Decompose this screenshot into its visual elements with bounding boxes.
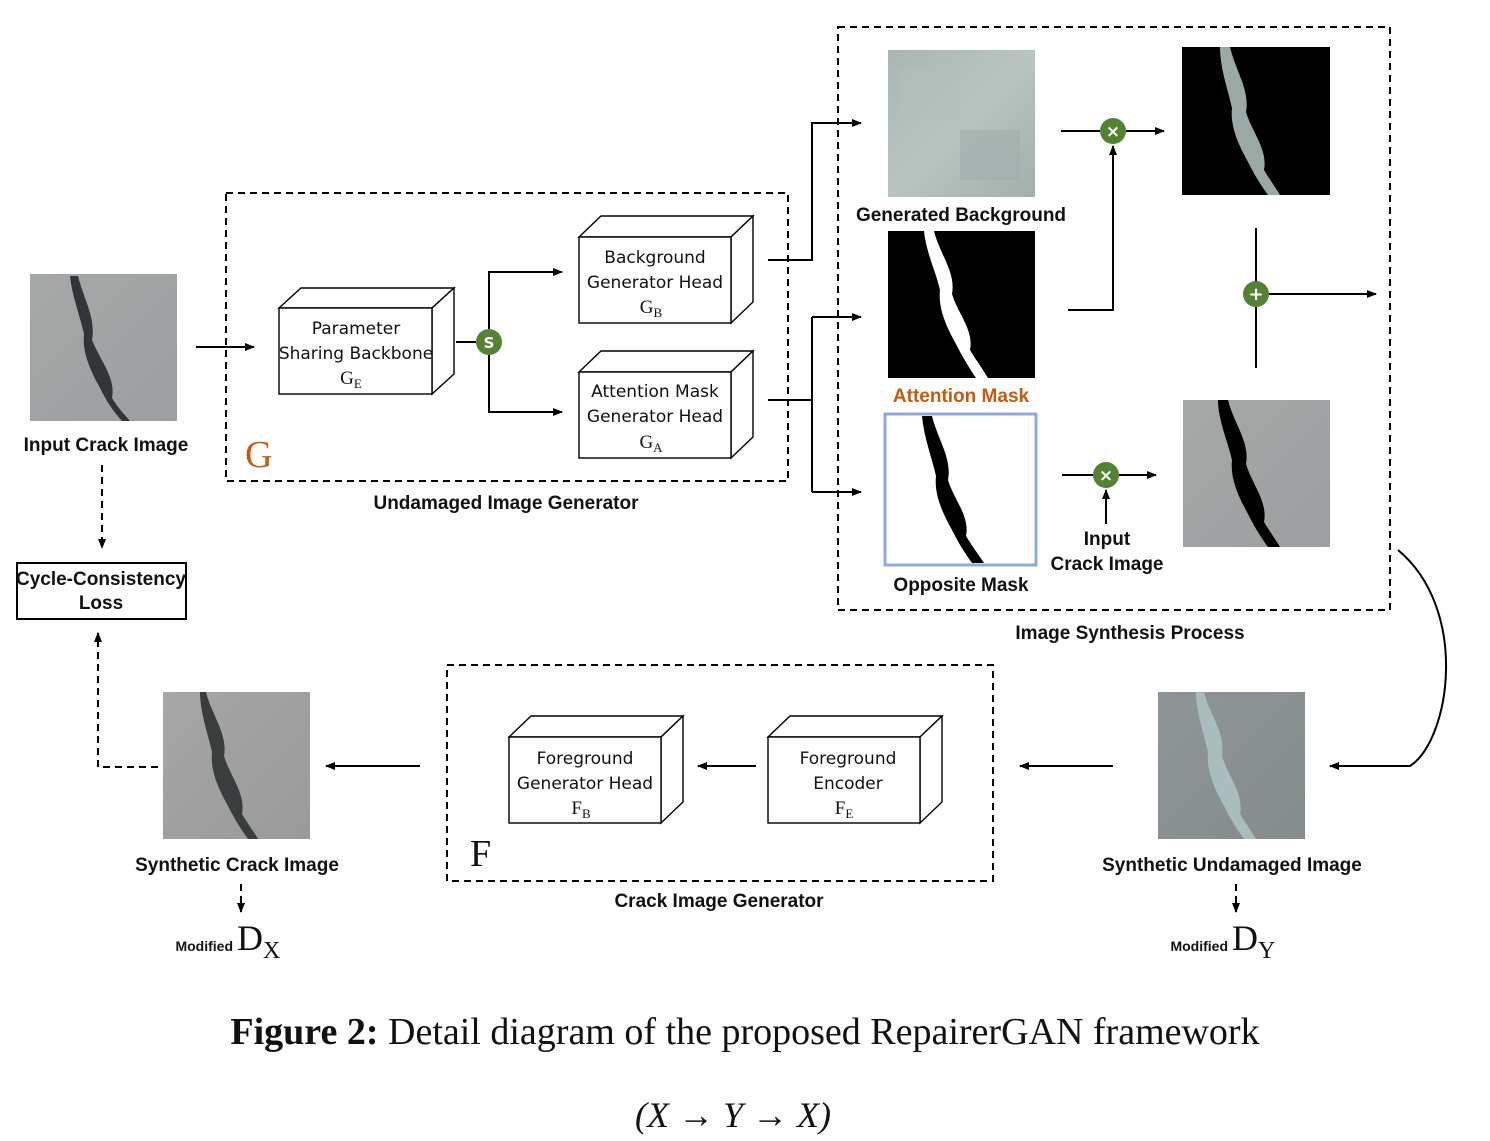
bg-head-symbol: GB: [640, 297, 663, 320]
synthesis-frame: [837, 26, 1391, 611]
arrow-synthetic-to-loss: [94, 632, 158, 768]
foreground-generator-head-block: Foreground Generator Head FB: [507, 714, 685, 825]
generated-background-label: Generated Background: [856, 205, 1066, 226]
fg-encoder-line1: Foreground: [800, 749, 897, 769]
synthetic-undamaged-label: Synthetic Undamaged Image: [1102, 855, 1362, 876]
attention-mask-label: Attention Mask: [893, 386, 1030, 407]
cycle-loss-line1: Cycle-Consistency: [16, 569, 186, 590]
synthetic-crack-label: Synthetic Crack Image: [135, 855, 339, 876]
fg-head-line1: Foreground: [537, 749, 634, 769]
input-crack-label-line2: Crack Image: [1050, 554, 1163, 575]
synthesis-caption: Image Synthesis Process: [1015, 623, 1244, 644]
arrow-bg-head-to-generated-bg: [768, 119, 862, 261]
dy-symbol: DY: [1232, 918, 1275, 964]
attn-head-line2: Generator Head: [587, 407, 723, 427]
fg-encoder-line2: Encoder: [813, 774, 883, 794]
discriminator-dy: Modified DY: [1170, 918, 1275, 964]
input-crack-label-line1: Input: [1084, 529, 1131, 550]
masked-input-image: [1183, 400, 1330, 547]
dy-prefix: Modified: [1170, 938, 1228, 954]
attn-head-symbol: GA: [639, 432, 663, 455]
background-generator-head-block: Background Generator Head GB: [577, 214, 755, 325]
attention-mask-image: [888, 231, 1035, 378]
cycle-consistency-loss-box: Cycle-Consistency Loss: [16, 562, 187, 620]
formula: (X → Y → X): [635, 1095, 831, 1135]
bg-head-line1: Background: [604, 248, 705, 268]
add-node-icon: [1243, 281, 1269, 307]
dx-prefix: Modified: [175, 938, 233, 954]
input-crack-image-label: Input Crack Image: [24, 435, 189, 456]
opposite-mask-label: Opposite Mask: [893, 575, 1029, 596]
backbone-block: Parameter Sharing Backbone GE: [277, 286, 456, 396]
attention-mask-generator-head-block: Attention Mask Generator Head GA: [577, 349, 755, 460]
input-crack-image: [30, 274, 177, 421]
multiply-node-bottom-icon: [1093, 462, 1119, 488]
multiply-node-top-icon: [1100, 118, 1126, 144]
figure-caption: Figure 2: Detail diagram of the proposed…: [230, 1011, 1259, 1053]
add-node-label: +: [1248, 284, 1263, 305]
cycle-loss-line2: Loss: [79, 593, 123, 614]
fg-head-line2: Generator Head: [517, 774, 653, 794]
foreground-encoder-block: Foreground Encoder FE: [766, 714, 944, 825]
generator-f-caption: Crack Image Generator: [614, 891, 824, 912]
generator-g-frame: [225, 192, 789, 482]
fg-encoder-symbol: FE: [835, 798, 854, 821]
backbone-symbol: GE: [340, 368, 362, 391]
arrow-mask-to-multiply: [1068, 145, 1117, 311]
backbone-line2: Sharing Backbone: [279, 344, 433, 364]
generator-g-caption: Undamaged Image Generator: [373, 493, 639, 514]
bg-head-line2: Generator Head: [587, 273, 723, 293]
generated-background-image: [888, 50, 1035, 197]
synthetic-crack-image: [163, 692, 310, 839]
generator-g-letter: G: [245, 434, 272, 476]
arrow-split-to-attn-head: [488, 355, 563, 416]
opposite-mask-image: [883, 412, 1038, 567]
generator-f-letter: F: [470, 833, 491, 875]
multiply-node-bottom-label: ×: [1099, 466, 1113, 486]
masked-background-image: [1182, 47, 1330, 195]
split-node-icon: [476, 329, 502, 355]
generator-f-frame: [446, 664, 994, 882]
arrow-split-to-bg-head: [488, 268, 563, 329]
arrow-synthesis-to-undamaged: [1329, 549, 1448, 770]
dx-symbol: DX: [237, 918, 280, 964]
multiply-node-top-label: ×: [1106, 122, 1120, 142]
backbone-line1: Parameter: [312, 319, 400, 339]
split-node-label: S: [484, 334, 495, 352]
attn-head-line1: Attention Mask: [591, 382, 719, 402]
discriminator-dx: Modified DX: [175, 918, 280, 964]
synthetic-undamaged-image: [1158, 692, 1305, 839]
fg-head-symbol: FB: [571, 798, 591, 821]
